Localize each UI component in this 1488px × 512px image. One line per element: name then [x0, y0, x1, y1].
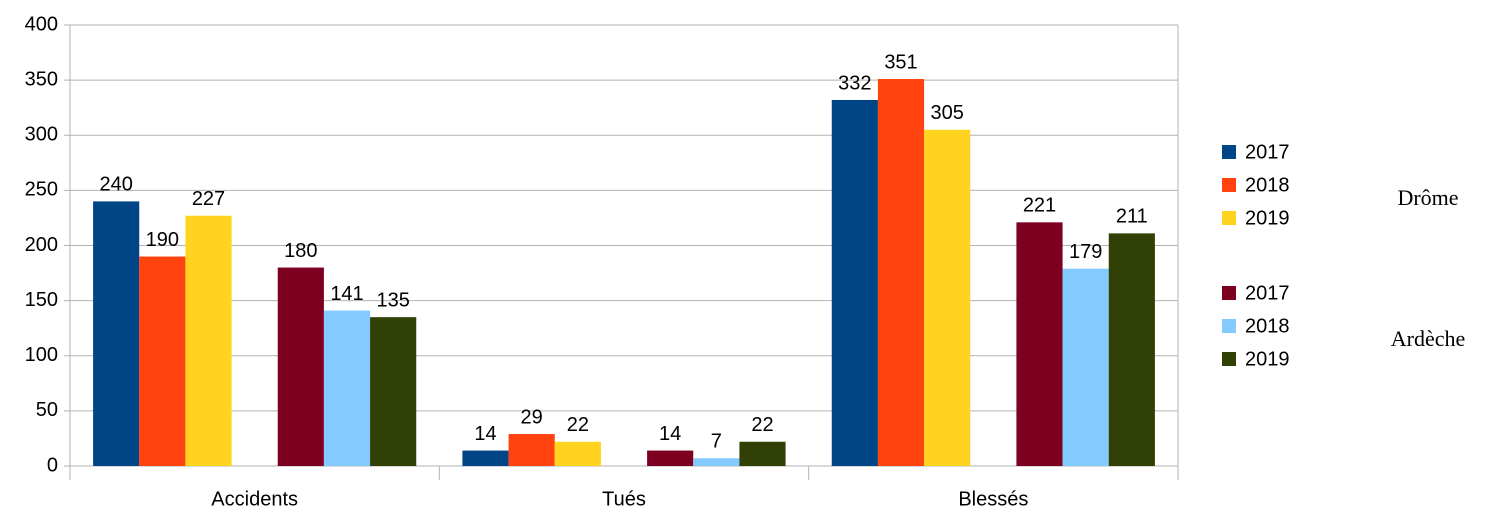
y-tick-label: 150 [25, 289, 58, 311]
data-label: 141 [330, 283, 363, 305]
legend-swatch [1222, 319, 1236, 333]
data-label: 221 [1023, 195, 1056, 217]
x-tick-label: Accidents [211, 488, 298, 510]
y-tick-label: 300 [25, 124, 58, 146]
y-tick-label: 200 [25, 234, 58, 256]
bar [693, 458, 740, 466]
data-label: 29 [521, 406, 543, 428]
data-label: 22 [751, 414, 773, 436]
data-label: 7 [711, 431, 722, 453]
data-label: 14 [474, 423, 496, 445]
bar [93, 201, 140, 466]
legend-label: 2018 [1245, 174, 1290, 196]
legend-swatch [1222, 286, 1236, 300]
legend-group-label: Ardèche [1391, 326, 1466, 351]
data-label: 351 [884, 51, 917, 73]
bar [277, 267, 324, 466]
legend-group-label: Drôme [1397, 185, 1458, 210]
data-label: 227 [192, 188, 225, 210]
x-tick-label: Tués [602, 488, 646, 510]
bar [831, 99, 878, 466]
bar [877, 79, 925, 467]
bar [739, 441, 786, 466]
data-label: 240 [99, 174, 132, 196]
data-label: 180 [284, 240, 317, 262]
bar [924, 129, 971, 467]
data-label: 14 [659, 423, 681, 445]
data-label: 190 [146, 229, 179, 251]
data-label: 179 [1069, 241, 1102, 263]
legend-label: 2017 [1245, 141, 1290, 163]
legend-label: 2019 [1245, 348, 1290, 370]
data-label: 135 [376, 289, 409, 311]
bar [370, 317, 417, 466]
legend-label: 2019 [1245, 207, 1290, 229]
y-tick-label: 250 [25, 179, 58, 201]
y-tick-label: 100 [25, 344, 58, 366]
y-tick-label: 0 [47, 454, 58, 476]
bar [323, 310, 371, 466]
y-tick-label: 400 [25, 13, 58, 35]
legend-swatch [1222, 211, 1236, 225]
bar [554, 441, 601, 466]
data-label: 305 [930, 102, 963, 124]
bar [462, 450, 509, 466]
y-tick-label: 350 [25, 68, 58, 90]
bar [1016, 222, 1063, 466]
data-label: 332 [838, 72, 871, 94]
data-label: 211 [1116, 206, 1148, 228]
bar [1062, 268, 1109, 466]
bar [1108, 233, 1155, 466]
legend-label: 2017 [1245, 282, 1290, 304]
legend-swatch [1222, 352, 1236, 366]
bar [139, 256, 186, 466]
bar [508, 434, 555, 466]
x-tick-label: Blessés [958, 488, 1028, 510]
bar [647, 450, 694, 466]
bar [185, 215, 232, 466]
data-label: 22 [567, 414, 589, 436]
legend-label: 2018 [1245, 315, 1290, 337]
y-tick-label: 50 [36, 399, 58, 421]
legend-swatch [1222, 178, 1236, 192]
legend-swatch [1222, 145, 1236, 159]
